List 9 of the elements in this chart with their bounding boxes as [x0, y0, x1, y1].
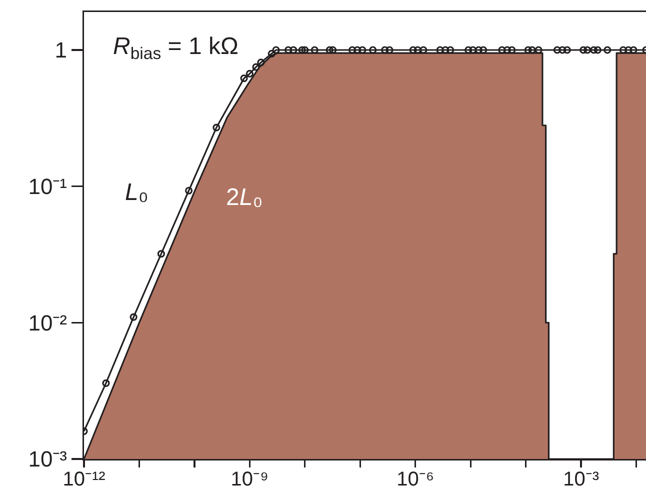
y-tick-label: 10⁻¹ [28, 174, 67, 200]
y-tick-label: 10⁻² [28, 310, 67, 336]
x-tick-label: 10⁻⁹ [230, 468, 269, 491]
series-label: L₀ [125, 179, 148, 206]
x-tick-label: 10⁻⁶ [396, 468, 434, 491]
x-tick-label: 10⁻³ [563, 468, 600, 491]
y-tick-label: 1 [54, 38, 67, 63]
annotation: R$_{bias}$ = 1 kΩ [113, 33, 238, 64]
series-label: 2L₀ [226, 184, 263, 211]
